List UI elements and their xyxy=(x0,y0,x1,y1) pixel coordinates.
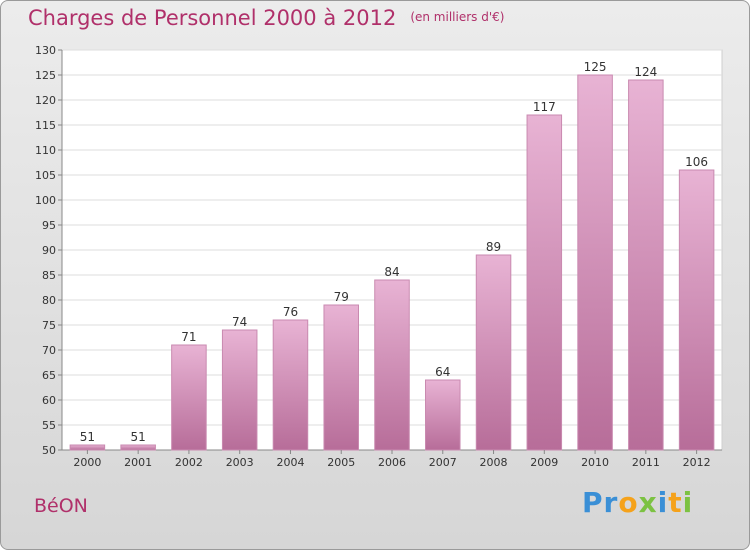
data-label: 64 xyxy=(435,365,450,379)
data-label: 79 xyxy=(334,290,349,304)
y-tick-label: 130 xyxy=(35,44,56,57)
data-label: 74 xyxy=(232,315,247,329)
x-tick-label: 2005 xyxy=(327,456,355,469)
y-tick-label: 90 xyxy=(42,244,56,257)
bar-2006 xyxy=(374,279,410,451)
logo-letter: t xyxy=(668,486,683,519)
x-tick-label: 2002 xyxy=(175,456,203,469)
y-tick-label: 125 xyxy=(35,69,56,82)
y-tick-label: 110 xyxy=(35,144,56,157)
y-tick-label: 75 xyxy=(42,319,56,332)
bar-2005 xyxy=(323,304,359,451)
data-label: 106 xyxy=(685,155,708,169)
bar-2002 xyxy=(171,344,207,451)
place-name: BéON xyxy=(34,495,88,517)
bar-2007 xyxy=(425,379,461,451)
bar-2010 xyxy=(577,74,613,451)
bar-2009 xyxy=(526,114,563,451)
bar-2008 xyxy=(475,254,512,451)
x-tick-label: 2010 xyxy=(581,456,609,469)
logo-letter: x xyxy=(638,486,658,519)
y-tick-label: 85 xyxy=(42,269,56,282)
data-label: 89 xyxy=(486,240,501,254)
x-tick-label: 2006 xyxy=(378,456,406,469)
y-tick-label: 50 xyxy=(42,444,56,457)
y-tick-label: 120 xyxy=(35,94,56,107)
y-tick-label: 65 xyxy=(42,369,56,382)
y-tick-label: 55 xyxy=(42,419,56,432)
data-label: 125 xyxy=(584,60,607,74)
bar-2004 xyxy=(272,319,309,451)
x-tick-label: 2011 xyxy=(632,456,660,469)
data-label: 84 xyxy=(384,265,399,279)
proxiti-logo: Proxiti xyxy=(582,486,693,519)
x-tick-label: 2004 xyxy=(276,456,304,469)
chart-unit-note: (en milliers d'€) xyxy=(410,10,505,24)
x-tick-label: 2003 xyxy=(226,456,254,469)
chart-title: Charges de Personnel 2000 à 2012 (en mill… xyxy=(28,6,504,30)
bar-2011 xyxy=(628,79,664,451)
y-tick-label: 95 xyxy=(42,219,56,232)
y-tick-label: 60 xyxy=(42,394,56,407)
y-tick-label: 115 xyxy=(35,119,56,132)
logo-letter: P xyxy=(582,486,604,519)
logo-letter: i xyxy=(682,486,694,519)
x-tick-label: 2008 xyxy=(480,456,508,469)
x-tick-label: 2001 xyxy=(124,456,152,469)
bar-2000 xyxy=(69,444,106,451)
x-tick-label: 2009 xyxy=(530,456,558,469)
y-tick-label: 105 xyxy=(35,169,56,182)
logo-letter: i xyxy=(657,486,669,519)
logo-letter: o xyxy=(618,486,639,519)
y-tick-label: 70 xyxy=(42,344,56,357)
bar-2012 xyxy=(678,169,715,451)
data-label: 71 xyxy=(181,330,196,344)
x-tick-label: 2000 xyxy=(73,456,101,469)
x-tick-label: 2012 xyxy=(683,456,711,469)
y-tick-label: 100 xyxy=(35,194,56,207)
bar-2003 xyxy=(221,329,258,451)
bar-2001 xyxy=(120,444,156,451)
logo-letter: r xyxy=(603,486,619,519)
data-label: 76 xyxy=(283,305,298,319)
data-label: 124 xyxy=(634,65,657,79)
chart-title-text: Charges de Personnel 2000 à 2012 xyxy=(28,6,397,30)
data-label: 51 xyxy=(80,430,95,444)
y-tick-label: 80 xyxy=(42,294,56,307)
data-label: 117 xyxy=(533,100,556,114)
data-label: 51 xyxy=(131,430,146,444)
x-tick-label: 2007 xyxy=(429,456,457,469)
